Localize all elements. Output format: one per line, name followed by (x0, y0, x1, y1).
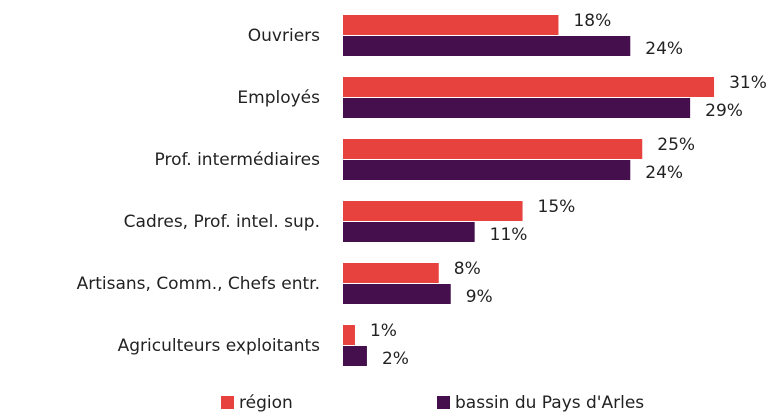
category-label: Prof. intermédiaires (155, 150, 321, 170)
bar (343, 325, 355, 345)
bar (343, 201, 523, 221)
bar (343, 15, 559, 35)
value-label: 25% (657, 135, 695, 155)
category-label: Cadres, Prof. intel. sup. (124, 212, 320, 232)
category-label: Ouvriers (248, 26, 320, 46)
value-label: 31% (729, 73, 767, 93)
legend-label: bassin du Pays d'Arles (455, 393, 644, 413)
category-label: Agriculteurs exploitants (118, 336, 321, 356)
legend-label: région (239, 393, 293, 413)
bar (343, 346, 367, 366)
value-label: 2% (382, 349, 409, 369)
bar (343, 77, 715, 97)
bar (343, 139, 643, 159)
value-label: 15% (538, 197, 576, 217)
legend-swatch (221, 396, 234, 409)
category-label: Employés (237, 88, 320, 108)
value-label: 18% (573, 11, 611, 31)
bar (343, 98, 691, 118)
bar (343, 160, 631, 180)
value-label: 9% (466, 287, 493, 307)
bar (343, 284, 451, 304)
legend-swatch (437, 396, 450, 409)
value-label: 8% (454, 259, 481, 279)
value-label: 29% (705, 101, 743, 121)
category-label: Artisans, Comm., Chefs entr. (77, 274, 320, 294)
bar (343, 222, 475, 242)
bar (343, 36, 631, 56)
value-label: 24% (645, 39, 683, 59)
value-label: 1% (370, 321, 397, 341)
value-label: 11% (490, 225, 528, 245)
value-label: 24% (645, 163, 683, 183)
bar (343, 263, 439, 283)
